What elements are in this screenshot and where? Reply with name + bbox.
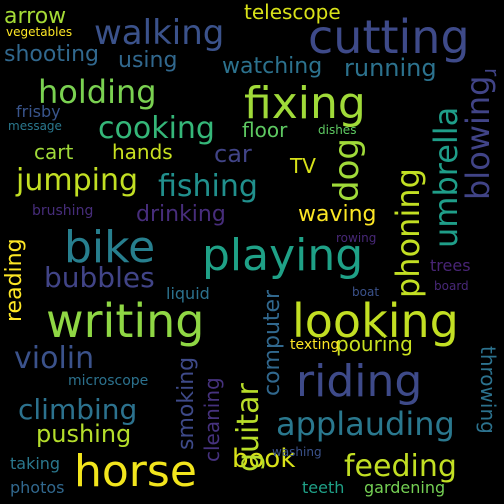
word-fixing: fixing	[244, 78, 366, 129]
word-gardening: gardening	[364, 478, 446, 497]
word-feeding: feeding	[344, 449, 457, 484]
word-dog: dog	[327, 138, 367, 202]
word-frisby: frisby	[16, 102, 61, 121]
word-blowing: blowing	[459, 75, 497, 200]
word-looking: looking	[292, 294, 459, 348]
word-dishes: dishes	[318, 123, 357, 137]
word-brushing: brushing	[32, 203, 94, 219]
word-photos: photos	[10, 478, 65, 497]
word-shooting: shooting	[4, 42, 99, 67]
word-texting: texting	[290, 337, 340, 353]
word-smoking: smoking	[174, 356, 199, 450]
word-waving: waving	[298, 202, 377, 227]
word-violin: violin	[14, 341, 95, 376]
word-jumping: jumping	[16, 163, 139, 198]
word-hands: hands	[112, 140, 173, 164]
word-bike: bike	[64, 222, 156, 273]
word-using: using	[118, 48, 178, 73]
word-running: running	[344, 54, 437, 82]
word-arrow: arrow	[4, 4, 67, 29]
word-message: message	[8, 119, 62, 133]
word-rowing: rowing	[336, 231, 377, 245]
word-vegetables: vegetables	[6, 25, 73, 39]
word-cleaning: cleaning	[200, 377, 224, 462]
word-watching: watching	[222, 54, 323, 79]
word-car: car	[214, 140, 252, 168]
word-fishing: fishing	[158, 169, 258, 204]
word-climbing: climbing	[18, 393, 138, 426]
word-guitar: guitar	[231, 383, 266, 472]
word-cooking: cooking	[98, 111, 215, 146]
word-reading: reading	[2, 238, 27, 322]
word-board: board	[434, 279, 469, 293]
word-washing: washing	[272, 445, 322, 459]
word-throwing: throwing	[476, 346, 500, 434]
word-pouring: pouring	[336, 332, 413, 356]
word-taking: taking	[10, 454, 61, 473]
word-running-right: r	[480, 68, 504, 77]
word-walking: walking	[94, 13, 225, 53]
word-cart: cart	[34, 140, 74, 164]
word-telescope: telescope	[244, 0, 341, 24]
word-microscope: microscope	[68, 373, 149, 389]
word-liquid: liquid	[166, 284, 210, 303]
word-teeth: teeth	[302, 478, 345, 497]
word-playing: playing	[202, 230, 364, 281]
word-tv: TV	[290, 154, 316, 178]
word-book: book	[232, 444, 296, 474]
word-writing: writing	[46, 294, 205, 348]
word-trees: trees	[430, 256, 471, 275]
word-pushing: pushing	[36, 420, 132, 448]
word-applauding: applauding	[276, 405, 455, 443]
word-floor: floor	[242, 118, 288, 142]
word-phoning: phoning	[389, 168, 427, 298]
word-drinking: drinking	[136, 202, 226, 227]
word-computer: computer	[260, 289, 285, 396]
word-boat: boat	[352, 285, 380, 299]
word-cutting: cutting	[308, 10, 470, 64]
word-riding: riding	[296, 356, 423, 407]
word-horse: horse	[74, 446, 197, 497]
word-bubbles: bubbles	[44, 261, 155, 294]
word-umbrella: umbrella	[427, 106, 465, 248]
word-holding: holding	[38, 73, 157, 111]
